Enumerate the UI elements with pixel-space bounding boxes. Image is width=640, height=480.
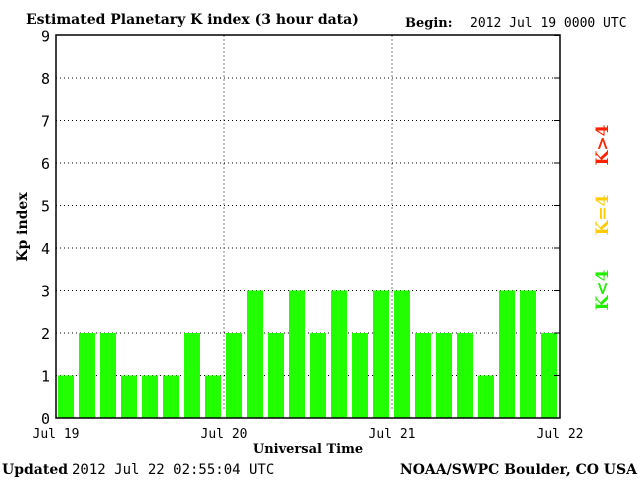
y-tick-label: 1 [41,368,50,386]
y-ticks: 0 1 2 3 4 5 6 7 8 9 [41,28,560,428]
x-tick-label: Jul 20 [201,427,248,442]
kp-bar [163,375,179,418]
y-tick-label: 6 [41,155,50,173]
kp-bar [226,333,242,418]
plot-frame [55,34,561,419]
legend-item: K<4 [593,269,613,310]
updated-label: Updated [2,462,68,478]
x-axis-label: Universal Time [253,442,363,457]
kp-bar [541,333,557,418]
source-credit: NOAA/SWPC Boulder, CO USA [400,462,638,478]
y-tick-label: 4 [41,240,50,258]
x-tick-label: Jul 22 [537,427,584,442]
kp-bar [79,333,95,418]
kp-bar [373,290,389,418]
kp-bar [289,290,305,418]
chart-title: Estimated Planetary K index (3 hour data… [26,12,359,28]
kp-bar [310,333,326,418]
y-tick-label: 0 [41,410,50,428]
grid [56,35,560,418]
begin-label: Begin: [405,16,453,31]
legend: K<4 K=4 K>4 [593,124,613,310]
kp-bar [142,375,158,418]
kp-bar [499,290,515,418]
kp-bar [352,333,368,418]
kp-bar [58,375,74,418]
kp-bar [436,333,452,418]
kp-bar [268,333,284,418]
kp-bar [478,375,494,418]
kp-bar [184,333,200,418]
y-tick-label: 9 [41,28,50,46]
kp-bar [415,333,431,418]
y-tick-label: 2 [41,325,50,343]
kp-bar [520,290,536,418]
kp-bar [457,333,473,418]
x-tick-label: Jul 21 [369,427,416,442]
x-tick-label: Jul 19 [33,427,80,442]
x-ticks: Jul 19 Jul 20 Jul 21 Jul 22 [33,427,584,442]
y-axis-label: Kp index [15,192,31,262]
kp-bar [394,290,410,418]
bars [55,290,557,418]
kp-bar [205,375,221,418]
legend-item: K>4 [593,124,613,165]
kp-bar [100,333,116,418]
kp-bar [247,290,263,418]
y-tick-label: 5 [41,198,50,216]
begin-value: 2012 Jul 19 0000 UTC [470,16,627,31]
y-tick-label: 8 [41,70,50,88]
updated-value: 2012 Jul 22 02:55:04 UTC [72,462,274,478]
y-tick-label: 3 [41,283,50,301]
legend-item: K=4 [593,194,613,235]
y-tick-label: 7 [41,113,50,131]
kp-bar [121,375,137,418]
kp-bar [331,290,347,418]
